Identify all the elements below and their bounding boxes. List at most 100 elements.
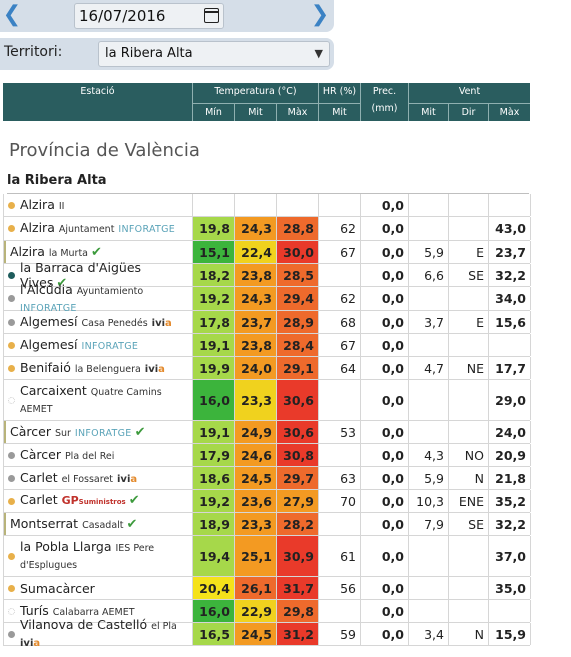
station-name: Carcaixent [20,383,87,398]
precip-cell: 0,0 [361,217,409,240]
humidity-cell: 59 [319,623,361,645]
station-name-cell[interactable]: Alzira II [4,194,193,216]
wind-max-cell: 17,7 [489,357,531,379]
station-subname: Calabarra AEMET [52,606,135,618]
station-name-cell[interactable]: Sumacàrcer [4,577,193,599]
wind-dir-cell: NE [449,357,489,379]
station-type-dot-icon [8,341,15,349]
wind-max-cell: 29,0 [489,380,531,420]
inforatge-logo: INFORATGE [20,302,77,314]
station-name: Algemesí [20,313,78,329]
table-row[interactable]: Algemesí Casa Penedés ivia 17,8 23,7 28,9 68… [3,311,531,334]
station-name: Alzira [20,220,55,235]
station-name-cell[interactable]: Vilanova de Castelló el Pla ivia [4,617,193,649]
station-subname: IES Pere [115,543,155,554]
territory-selector: Territori: la Ribera Alta ▼ [0,38,334,70]
wind-max-cell: 23,7 [489,241,531,263]
temp-mit-cell: 23,8 [235,334,277,356]
temp-mit-cell: 23,6 [235,490,277,512]
station-type-dot-icon [8,474,15,482]
temp-min-cell: 19,2 [193,490,235,512]
table-row[interactable]: Montserrat Casadalt ✔ 18,9 23,3 28,2 0,0 7,9 SE… [3,513,531,536]
checkmark-icon: ✔ [126,516,138,532]
table-row[interactable]: Carlet el Fossaret ivia 18,6 24,5 29,7 63 0,0… [3,467,531,490]
temp-mit-cell: 23,8 [235,264,277,286]
temp-min-cell: 18,2 [193,264,235,286]
station-name-cell[interactable]: la Pobla Llarga IES Pere d'Esplugues [4,536,193,576]
station-name-cell[interactable]: Carcaixent Quatre Camins AEMET [4,380,193,420]
table-row[interactable]: Sumacàrcer 20,4 26,1 31,7 56 0,0 35,0 [3,577,531,600]
wind-max-cell [489,194,531,216]
territory-select[interactable]: la Ribera Alta ▼ [98,41,330,67]
table-row[interactable]: la Barraca d'Aigües Vives ✔ 18,2 23,8 28,5 0,… [3,260,531,291]
station-name-cell[interactable]: Turís Calabarra AEMET [4,600,193,622]
station-name-cell[interactable]: Alzira la Murta ✔ [4,241,193,263]
station-name: la Barraca d'Aigües Vives [20,259,142,290]
temp-max-cell: 29,4 [277,287,319,310]
temp-max-cell: 28,2 [277,513,319,535]
table-row[interactable]: Carcaixent Quatre Camins AEMET 16,0 23,3 30,… [3,380,531,421]
wind-mit-cell: 5,9 [409,241,449,263]
wind-mit-cell [409,577,449,599]
temp-min-cell: 19,4 [193,536,235,576]
table-row[interactable]: Alzira Ajuntament INFORATGE 19,8 24,3 28,8 6… [3,217,531,241]
station-name-cell[interactable]: la Barraca d'Aigües Vives ✔ [4,260,193,291]
table-row[interactable]: Alzira II 0,0 [3,194,531,217]
humidity-cell: 67 [319,334,361,356]
station-table: Alzira II 0,0 Alzira Ajuntament INFORATGE 1… [3,194,531,649]
station-name-cell[interactable]: Alzira Ajuntament INFORATGE [4,217,193,240]
temp-mit-cell: 25,1 [235,536,277,576]
table-row[interactable]: Vilanova de Castelló el Pla ivia 16,5 24,5… [3,617,531,649]
chevron-right-icon[interactable]: ❯ [310,2,330,27]
station-type-dot-icon [8,630,15,638]
temp-max-cell: 29,8 [277,600,319,622]
table-row[interactable]: Càrcer Sur INFORATGE ✔ 19,1 24,9 30,6 53 0,0 24… [3,421,531,444]
humidity-cell: 61 [319,536,361,576]
station-name-cell[interactable]: Càrcer Sur INFORATGE ✔ [4,421,193,443]
station-name-cell[interactable]: Càrcer Pla del Rei [4,444,193,466]
station-name-cell[interactable]: Algemesí INFORATGE [4,334,193,356]
station-name-cell[interactable]: Carlet GPSuministros ✔ [4,490,193,512]
table-row[interactable]: Càrcer Pla del Rei 17,9 24,6 30,8 0,0 4,3 NO 20… [3,444,531,467]
station-name-cell[interactable]: Benifaió la Belenguera ivia [4,357,193,379]
temp-mit-cell: 26,1 [235,577,277,599]
temp-mit-cell [235,194,277,216]
temp-min-cell: 19,1 [193,421,235,443]
date-input[interactable]: 16/07/2016 [74,3,224,29]
station-name-cell[interactable]: Montserrat Casadalt ✔ [4,513,193,535]
header-wdir: Dir [448,103,488,121]
wind-max-cell: 32,2 [489,264,531,286]
temp-max-cell: 28,4 [277,334,319,356]
table-row[interactable]: l'Alcúdia Ayuntamiento INFORATGE 19,2 24,3… [3,282,531,314]
table-row[interactable]: Algemesí INFORATGE 19,1 23,8 28,4 67 0,0 [3,334,531,357]
station-name: Vilanova de Castelló [20,617,148,632]
wind-mit-cell: 6,6 [409,264,449,286]
checkmark-icon: ✔ [128,493,140,508]
precip-cell: 0,0 [361,577,409,599]
chevron-left-icon[interactable]: ❮ [2,2,22,27]
temp-max-cell: 27,9 [277,490,319,512]
table-row[interactable]: Turís Calabarra AEMET 16,0 22,9 29,8 0,0 [3,600,531,623]
checkmark-icon: ✔ [134,424,146,440]
humidity-cell [319,264,361,286]
station-name-cell[interactable]: Algemesí Casa Penedés ivia [4,311,193,333]
precip-cell: 0,0 [361,194,409,216]
table-row[interactable]: Alzira la Murta ✔ 15,1 22,4 30,0 67 0,0 5,9 E 23,… [3,241,531,264]
station-name: Algemesí [20,336,78,352]
table-row[interactable]: Benifaió la Belenguera ivia 19,9 24,0 29,1 6… [3,357,531,380]
territory-label: Territori: [4,44,63,60]
checkmark-icon: ✔ [91,244,102,260]
date-navigator: ❮ 16/07/2016 ❯ [0,0,334,32]
wind-dir-cell: E [449,241,489,263]
wind-dir-cell [449,380,489,420]
station-type-dot-icon [8,364,15,372]
table-row[interactable]: Carlet GPSuministros ✔ 19,2 23,6 27,9 70 0,0 10… [3,490,531,513]
header-wind: Vent [408,83,530,103]
inforatge-logo: INFORATGE [81,340,139,352]
station-type-dot-icon [8,225,15,232]
station-name-cell[interactable]: l'Alcúdia Ayuntamiento INFORATGE [4,282,193,314]
wind-mit-cell [409,600,449,622]
calendar-icon[interactable] [204,8,219,23]
table-row[interactable]: la Pobla Llarga IES Pere d'Esplugues 19,4 2… [3,536,531,577]
station-name-cell[interactable]: Carlet el Fossaret ivia [4,467,193,489]
